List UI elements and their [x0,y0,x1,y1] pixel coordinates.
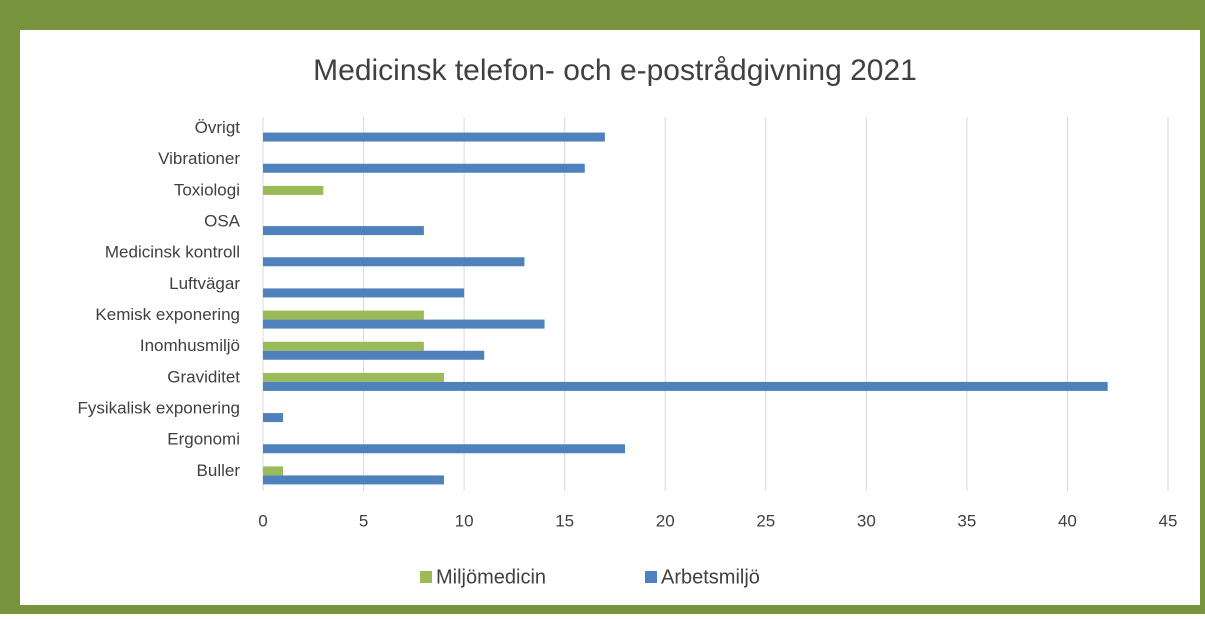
bar [263,341,424,351]
legend-label: Arbetsmiljö [661,566,760,588]
y-tick-label: Toxiologi [174,180,240,199]
bar [263,444,625,454]
bar [263,257,525,267]
x-tick-label: 25 [756,511,775,530]
x-tick-label: 40 [1058,511,1077,530]
chart-area [20,30,1200,605]
y-tick-label: Luftvägar [169,274,240,293]
legend-swatch [645,571,657,583]
legend-swatch [420,571,432,583]
y-tick-label: Graviditet [167,367,240,386]
bar [263,413,284,423]
y-tick-label: Inomhusmiljö [140,336,240,355]
x-tick-label: 30 [857,511,876,530]
x-tick-label: 0 [258,511,267,530]
bar [263,163,585,173]
x-tick-label: 15 [555,511,574,530]
y-tick-label: Kemisk exponering [95,305,240,324]
bar [263,466,284,476]
bar [263,381,1108,391]
y-tick-label: Fysikalisk exponering [77,399,240,418]
x-tick-label: 5 [359,511,368,530]
bar [263,185,324,195]
x-tick-label: 45 [1159,511,1178,530]
bar [263,350,485,360]
bar [263,226,424,236]
bar [263,310,424,320]
x-tick-label: 10 [455,511,474,530]
y-tick-label: Medicinsk kontroll [105,243,240,262]
x-tick-label: 35 [957,511,976,530]
chart-title: Medicinsk telefon- och e-postrådgivning … [313,54,917,87]
bar [263,372,444,382]
y-tick-label: Övrigt [195,118,241,137]
bar [263,319,545,329]
bar [263,475,444,485]
bar [263,288,465,298]
y-tick-label: Ergonomi [167,430,240,449]
y-tick-label: OSA [204,212,241,231]
legend-label: Miljömedicin [436,566,546,588]
x-tick-label: 20 [656,511,675,530]
bar [263,132,605,142]
y-tick-label: Buller [197,461,241,480]
y-tick-label: Vibrationer [158,149,240,168]
